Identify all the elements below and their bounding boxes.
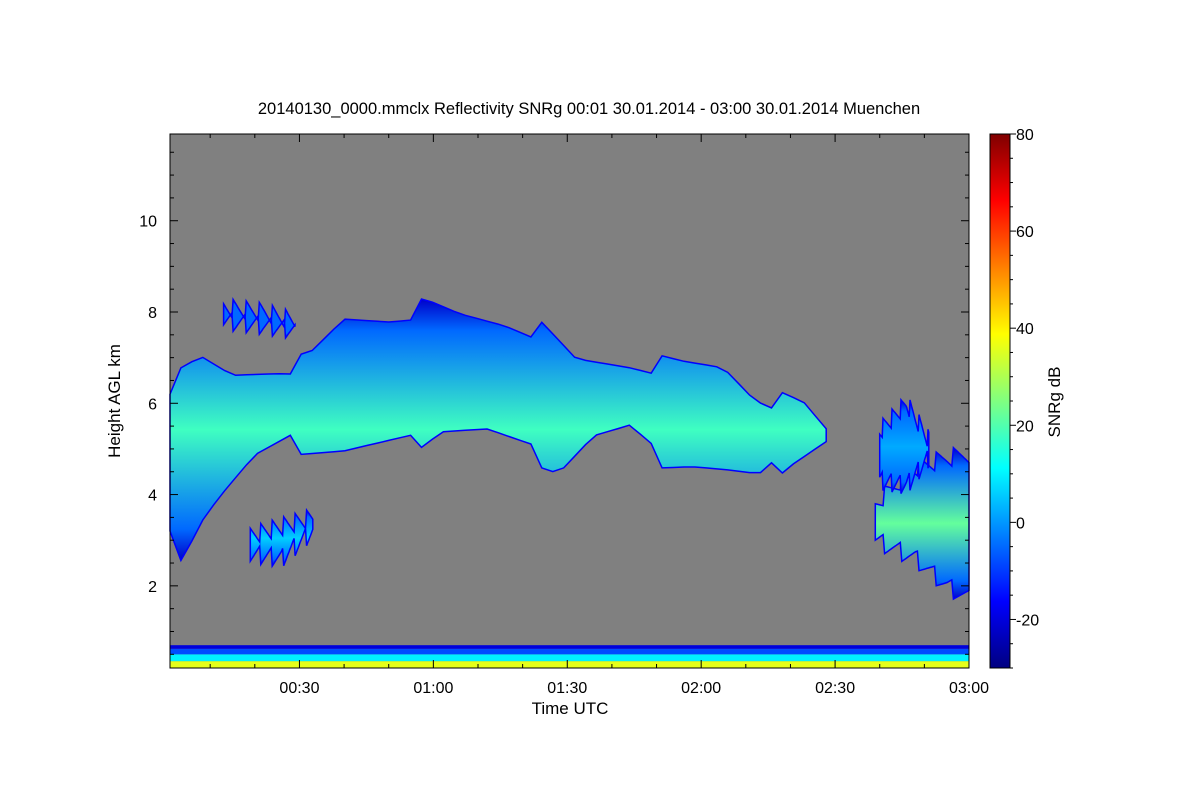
y-axis-title: Height AGL km (105, 344, 124, 458)
x-axis-title: Time UTC (532, 699, 609, 718)
ground-clutter-layer (170, 645, 969, 649)
x-tick-label: 02:00 (681, 680, 721, 697)
colorbar: -20 0 20 40 60 80 (989, 127, 1039, 669)
y-tick-label: 2 (148, 579, 157, 596)
echo-region-upper-left-fragment (222, 296, 296, 341)
colorbar-tick-label: 60 (1016, 224, 1034, 241)
x-tick-label: 02:30 (815, 680, 855, 697)
x-tick-label: 01:00 (413, 680, 453, 697)
y-axis: 2 4 6 8 10 (139, 151, 969, 655)
plot-area (169, 133, 970, 669)
colorbar-tick-label: -20 (1016, 612, 1039, 629)
x-tick-label: 00:30 (279, 680, 319, 697)
colorbar-tick-label: 80 (1016, 127, 1034, 144)
colorbar-tick-label: 0 (1016, 515, 1025, 532)
echo-region-lower-cloud-patch (249, 507, 314, 569)
plot-frame (169, 133, 970, 669)
colorbar-tick-label: 40 (1016, 321, 1034, 338)
x-axis: 00:30 01:00 01:30 02:00 02:30 03:00 (209, 134, 989, 697)
echo-region-right-upper-fragment (878, 397, 930, 494)
ground-clutter-layer (170, 648, 969, 655)
colorbar-title: SNRg dB (1045, 367, 1064, 438)
colorbar-scale (989, 133, 1011, 669)
y-tick-label: 6 (148, 396, 157, 413)
ground-clutter-layer (170, 654, 969, 662)
y-tick-label: 10 (139, 214, 157, 231)
colorbar-tick-label: 20 (1016, 418, 1034, 435)
x-tick-label: 03:00 (949, 680, 989, 697)
chart-title: 20140130_0000.mmclx Reflectivity SNRg 00… (258, 100, 920, 118)
echo-region-main-upper-cloud (169, 298, 827, 563)
y-tick-label: 8 (148, 305, 157, 322)
y-tick-label: 4 (148, 488, 157, 505)
ground-clutter-layer (170, 661, 969, 668)
x-tick-label: 01:30 (547, 680, 587, 697)
